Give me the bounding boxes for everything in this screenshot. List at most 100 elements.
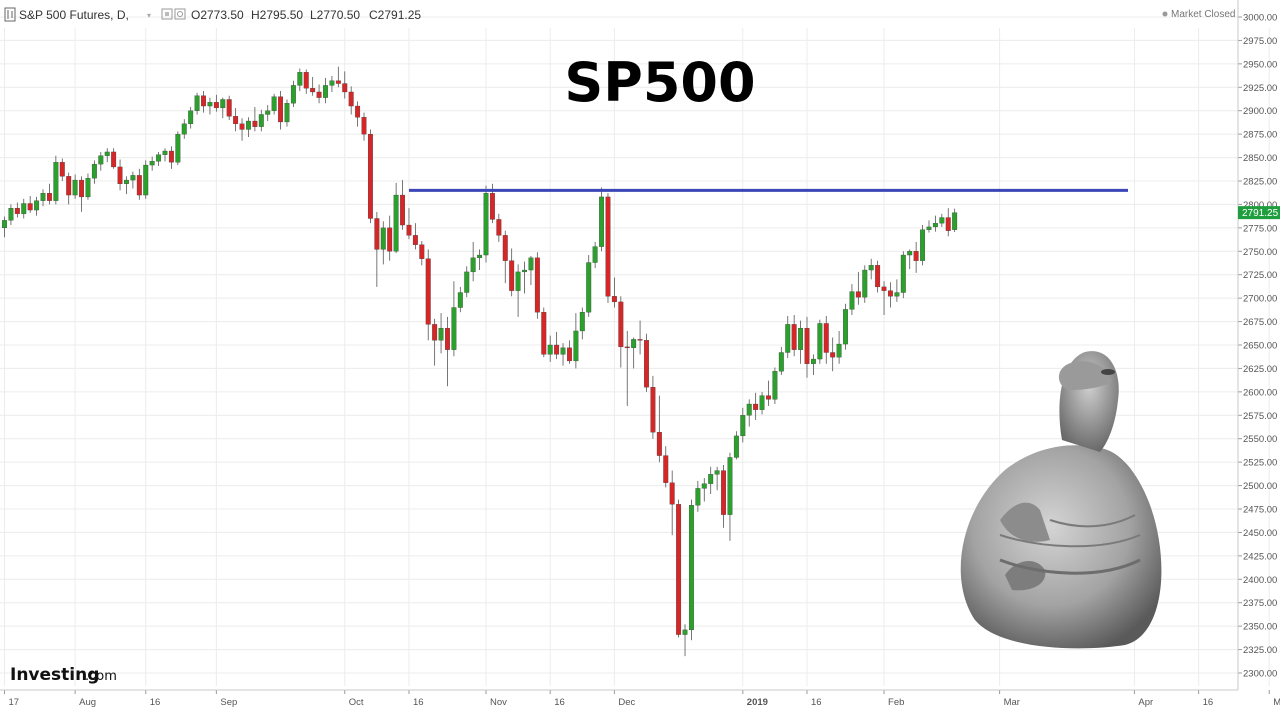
y-tick-label: 2900.00 — [1243, 106, 1277, 117]
candle — [708, 466, 714, 495]
candle-body — [721, 470, 726, 515]
candle — [900, 251, 906, 299]
chart-type-icon[interactable] — [4, 7, 16, 22]
candle-body — [46, 193, 52, 201]
x-tick-label: 16 — [811, 697, 822, 708]
candle-body — [85, 178, 91, 198]
candle — [284, 99, 290, 127]
candle — [579, 307, 585, 340]
compare-icon[interactable] — [174, 8, 186, 20]
chevron-down-icon[interactable]: ▾ — [147, 11, 151, 20]
candle — [650, 375, 656, 439]
candle — [355, 101, 361, 127]
candle — [290, 80, 296, 107]
candle-body — [303, 72, 309, 89]
candle — [348, 86, 354, 115]
candle — [201, 91, 206, 113]
candle — [8, 204, 14, 226]
y-tick-label: 2700.00 — [1243, 294, 1277, 305]
candle-body — [644, 340, 649, 388]
candle — [297, 68, 303, 92]
candle — [239, 118, 245, 141]
candle-body — [374, 218, 380, 250]
y-tick-label: 2525.00 — [1243, 458, 1277, 469]
candle — [303, 69, 309, 94]
candle — [502, 230, 508, 284]
candle-body — [586, 262, 592, 313]
candle-body — [175, 133, 181, 163]
candle — [213, 94, 219, 112]
candle-body — [714, 470, 720, 475]
candle — [624, 330, 630, 406]
candle-body — [855, 291, 861, 298]
candle — [149, 156, 155, 171]
candle-body — [894, 292, 900, 297]
candle — [246, 117, 251, 137]
candle — [162, 148, 168, 162]
candle — [823, 315, 829, 364]
candle-body — [445, 327, 450, 350]
candle-body — [194, 95, 200, 111]
x-tick-label: 16 — [150, 697, 161, 708]
candle — [611, 277, 617, 308]
logo-suffix: .com — [85, 669, 117, 684]
candle-body — [611, 296, 617, 303]
candle-body — [740, 415, 746, 437]
candle-body — [843, 309, 848, 345]
candle — [2, 216, 7, 238]
y-tick-label: 2425.00 — [1243, 551, 1277, 562]
candle — [849, 284, 855, 316]
chart-title: SP500 — [564, 51, 755, 114]
y-tick-label: 2400.00 — [1243, 575, 1277, 586]
candle-body — [733, 435, 739, 458]
candle — [342, 71, 348, 99]
candle-body — [804, 327, 810, 364]
y-tick-label: 2950.00 — [1243, 59, 1277, 70]
candle-body — [932, 223, 938, 228]
candle — [881, 281, 887, 316]
candle-body — [913, 251, 919, 261]
candle-body — [676, 504, 682, 635]
candle-body — [213, 102, 219, 109]
candle — [541, 307, 547, 358]
candle-body — [817, 323, 823, 360]
candle-body — [778, 352, 784, 372]
y-tick-label: 2550.00 — [1243, 434, 1277, 445]
x-tick-label: 16 — [1203, 697, 1214, 708]
candle — [98, 151, 104, 171]
candle-body — [541, 312, 547, 355]
candle — [53, 155, 59, 205]
candle — [477, 249, 483, 271]
candle — [733, 431, 739, 460]
settings-icon[interactable] — [161, 8, 173, 20]
candle-body — [143, 164, 149, 196]
candle-body — [952, 212, 958, 230]
candle-body — [72, 179, 78, 196]
candle-body — [104, 151, 110, 156]
candle-body — [34, 200, 40, 211]
candle — [714, 466, 720, 491]
candle — [445, 316, 450, 387]
candle-body — [759, 395, 765, 410]
y-tick-label: 2675.00 — [1243, 317, 1277, 328]
candle-body — [753, 403, 759, 410]
candle-body — [252, 120, 258, 127]
investing-logo[interactable]: Investing .com — [10, 665, 117, 685]
candle-body — [579, 312, 585, 332]
candle — [560, 343, 566, 366]
candle — [740, 407, 746, 443]
x-tick-label: Nov — [490, 697, 507, 708]
candle — [785, 315, 791, 359]
candle-body — [117, 166, 123, 184]
candle-body — [727, 457, 733, 515]
candle — [534, 252, 540, 319]
candle-body — [400, 194, 405, 226]
candle — [387, 215, 393, 261]
candle — [438, 313, 444, 354]
candle-body — [862, 269, 868, 298]
candle — [830, 337, 836, 372]
y-tick-label: 2775.00 — [1243, 223, 1277, 234]
x-tick-label: 16 — [554, 697, 565, 708]
candle — [592, 241, 598, 269]
candle-body — [387, 227, 393, 252]
